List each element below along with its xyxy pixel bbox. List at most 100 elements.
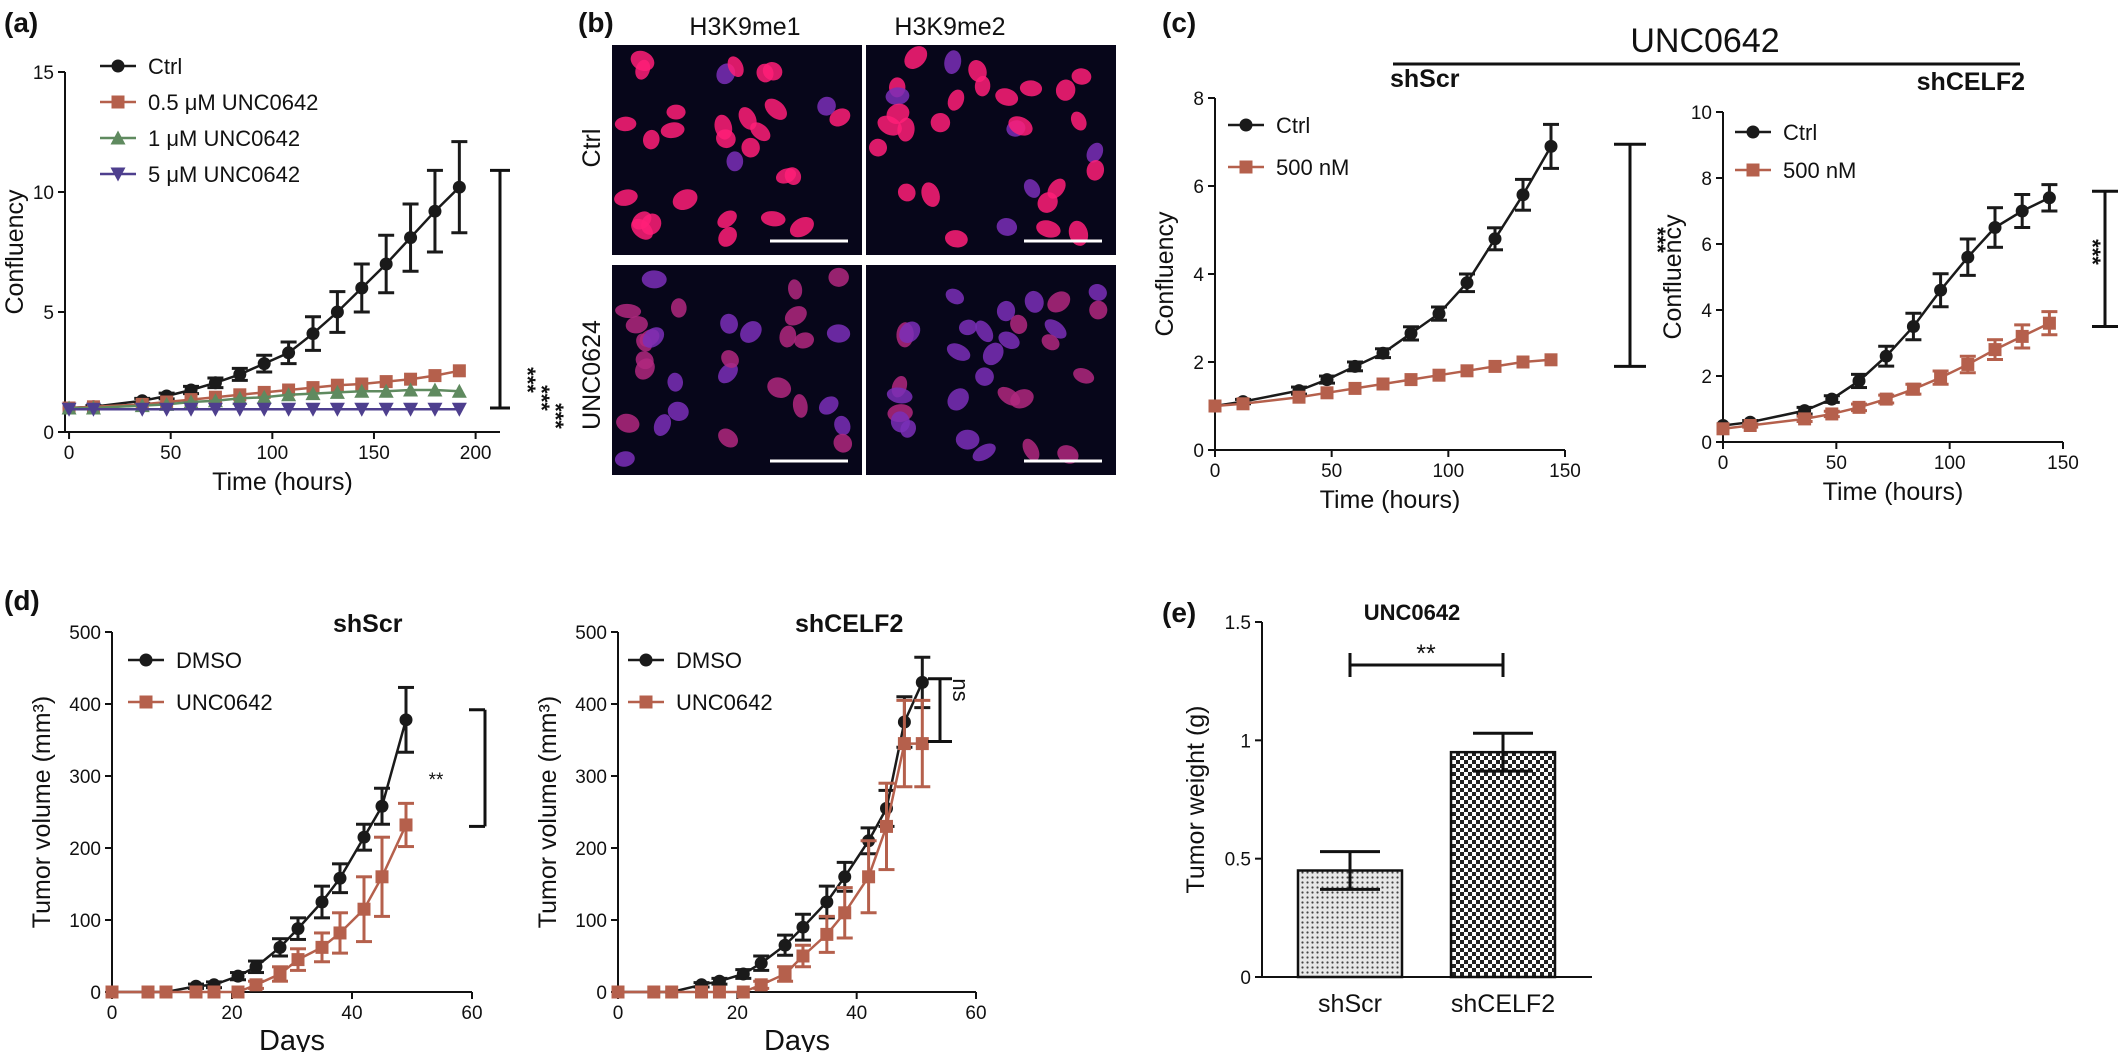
- marker-triangle-up: [305, 386, 321, 401]
- sig-stars: ***: [529, 385, 554, 411]
- nucleus: [1047, 178, 1066, 199]
- marker-circle: [1432, 307, 1446, 321]
- nucleus: [726, 151, 744, 172]
- y-tick-label: 0: [1701, 433, 1712, 454]
- series-line: [1214, 145, 1553, 408]
- y-tick-label: 500: [69, 623, 101, 644]
- series-line: [112, 719, 408, 994]
- y-tick-label: 200: [575, 839, 607, 860]
- marker-triangle-down: [159, 402, 175, 417]
- nucleus: [886, 103, 910, 124]
- marker-circle: [820, 895, 834, 909]
- nucleus: [666, 104, 686, 120]
- y-axis-label: Tumor volume (mm³): [534, 696, 562, 928]
- legend-label: 500 nM: [1783, 158, 1856, 183]
- nucleus: [1023, 179, 1041, 198]
- marker-square: [315, 940, 329, 954]
- marker-circle: [291, 922, 305, 936]
- nucleus: [1041, 334, 1060, 351]
- marker-square: [428, 369, 442, 383]
- y-tick-label: 0: [1193, 441, 1204, 462]
- marker-square: [1961, 357, 1975, 371]
- nucleus: [826, 324, 851, 343]
- nucleus: [833, 433, 853, 453]
- marker-square: [141, 985, 155, 999]
- nucleus: [653, 414, 672, 436]
- nucleus: [641, 213, 662, 235]
- nucleus: [1088, 284, 1107, 301]
- x-tick-label: 0: [107, 1003, 118, 1024]
- nucleus: [945, 288, 965, 305]
- marker-circle: [736, 967, 750, 981]
- nucleus: [1010, 314, 1028, 334]
- microscopy-panel: H3K9me1 H3K9me2 Ctrl UNC0624: [578, 13, 1116, 475]
- nucleus: [1073, 367, 1095, 384]
- marker-circle: [1376, 346, 1390, 360]
- y-tick-label: 0: [43, 423, 54, 444]
- nucleus: [741, 137, 760, 158]
- marker-triangle-up: [232, 390, 248, 405]
- y-axis-label: Tumor weight (g): [1182, 705, 1210, 893]
- legend-label: 0.5 μM UNC0642: [148, 90, 318, 115]
- x-tick-label: 100: [1934, 453, 1966, 474]
- marker-triangle-down: [305, 402, 321, 417]
- marker-square: [665, 985, 679, 999]
- x-axis-label: Days: [259, 1025, 325, 1052]
- marker-square: [1716, 422, 1730, 436]
- y-tick-label: 0: [1240, 968, 1251, 989]
- marker-triangle-up: [256, 389, 272, 404]
- nucleus: [930, 112, 951, 133]
- micro-tile-2: [612, 265, 862, 475]
- marker-square: [647, 985, 661, 999]
- marker-square: [754, 978, 768, 992]
- marker-square: [357, 902, 371, 916]
- legend-label: 500 nM: [1276, 155, 1349, 180]
- marker-circle: [1488, 232, 1502, 246]
- marker-circle: [1746, 125, 1760, 139]
- mic-col-h3k9me2: H3K9me2: [894, 13, 1005, 41]
- y-tick-label: 1.5: [1225, 613, 1251, 634]
- marker-square: [897, 737, 911, 751]
- nucleus: [828, 267, 849, 287]
- legend-label: UNC0642: [676, 690, 773, 715]
- nucleus: [1086, 160, 1105, 181]
- marker-square: [712, 985, 726, 999]
- nucleus: [1071, 68, 1092, 85]
- y-tick-label: 0: [596, 983, 607, 1004]
- marker-square: [333, 926, 347, 940]
- marker-circle: [1404, 326, 1418, 340]
- marker-square: [105, 985, 119, 999]
- marker-square: [820, 927, 834, 941]
- marker-circle: [452, 180, 466, 194]
- marker-circle: [357, 830, 371, 844]
- marker-circle: [333, 871, 347, 885]
- nucleus: [869, 138, 888, 157]
- legend-label: DMSO: [676, 648, 742, 673]
- sig-stars: ***: [1645, 227, 1670, 253]
- nucleus: [717, 210, 737, 229]
- y-tick-label: 200: [69, 839, 101, 860]
- y-tick-label: 1: [1240, 731, 1251, 752]
- nucleus: [1024, 290, 1044, 313]
- nucleus: [1089, 300, 1108, 320]
- nucleus: [1086, 142, 1104, 163]
- marker-square: [452, 364, 466, 378]
- panel-label-a: (a): [4, 7, 38, 38]
- y-axis-label: Tumor volume (mm³): [28, 696, 56, 928]
- y-tick-label: 8: [1701, 169, 1712, 190]
- marker-square: [139, 695, 153, 709]
- x-axis-label: Time (hours): [1823, 478, 1964, 506]
- marker-circle: [111, 59, 125, 73]
- nucleus: [672, 189, 698, 210]
- chart-d2: 0 100 200 300 400 500 0 20 40 60 Days Tumor volume …: [534, 610, 987, 1052]
- y-tick-label: 2: [1701, 367, 1712, 388]
- sig-stars: ***: [543, 403, 568, 429]
- x-tick-label: 100: [1432, 461, 1464, 482]
- marker-circle: [139, 653, 153, 667]
- marker-triangle-down: [451, 402, 467, 417]
- marker-square: [695, 985, 709, 999]
- marker-circle: [1239, 118, 1253, 132]
- x-tick-label: 0: [1210, 461, 1221, 482]
- series-line: [69, 369, 460, 410]
